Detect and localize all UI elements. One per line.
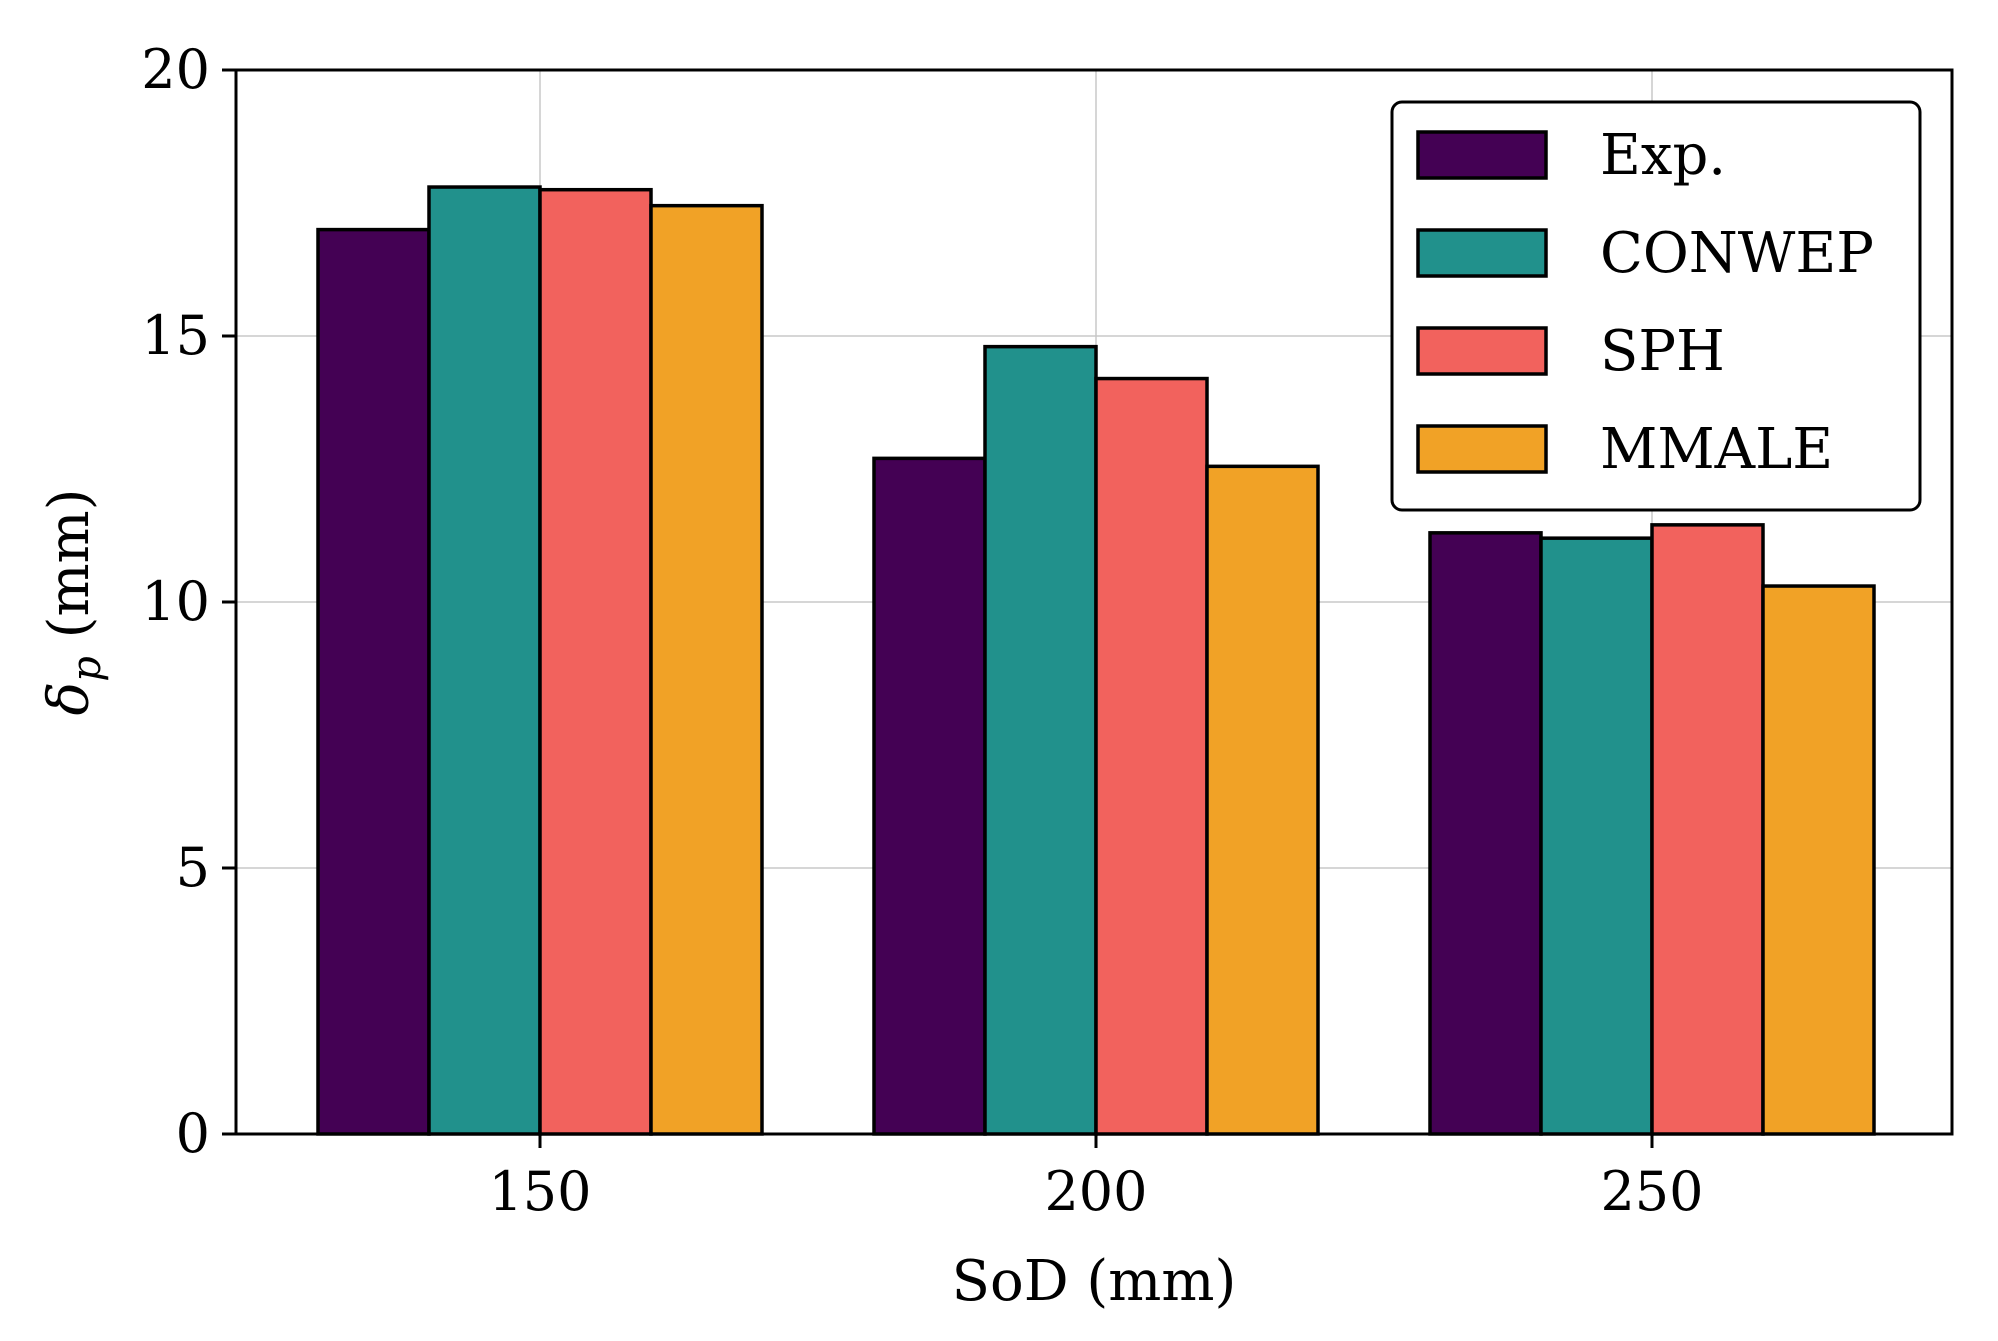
y-axis-label: δp (mm) [37, 488, 110, 715]
y-tick-label: 0 [176, 1102, 210, 1165]
y-tick-label: 20 [141, 38, 210, 101]
legend-swatch-exp [1416, 130, 1548, 180]
legend-label-mmale: MMALE [1600, 417, 1833, 482]
x-axis-label: SoD (mm) [952, 1249, 1237, 1314]
legend-label-exp: Exp. [1600, 123, 1726, 188]
bar-sph-250 [1650, 523, 1765, 1136]
legend-box [1390, 100, 1922, 512]
y-axis-label-subscript: p [64, 656, 110, 682]
ticks: 0 5 10 15 20 150 200 250 [141, 38, 1703, 1223]
legend-label-sph: SPH [1600, 319, 1725, 384]
y-tick-label: 10 [141, 570, 210, 633]
bar-exp-150 [316, 227, 431, 1136]
bar-conwep-200 [983, 344, 1098, 1136]
legend-label-conwep: CONWEP [1600, 221, 1874, 286]
bar-sph-150 [538, 187, 653, 1136]
bar-mmale-250 [1761, 584, 1876, 1136]
bar-conwep-150 [427, 185, 542, 1136]
legend-swatch-sph [1416, 326, 1548, 376]
bar-mmale-150 [649, 203, 764, 1136]
y-axis-label-unit: (mm) [37, 488, 102, 656]
bar-mmale-200 [1205, 464, 1320, 1136]
x-tick-label: 200 [1044, 1160, 1147, 1223]
x-tick-label: 150 [488, 1160, 591, 1223]
bar-exp-200 [872, 456, 987, 1136]
bar-exp-250 [1428, 531, 1543, 1136]
legend-swatch-mmale [1416, 424, 1548, 474]
bars [316, 185, 1876, 1136]
legend-swatch-conwep [1416, 228, 1548, 278]
bar-sph-200 [1094, 376, 1209, 1136]
y-tick-label: 5 [176, 836, 210, 899]
bar-conwep-250 [1539, 536, 1654, 1136]
y-axis-label-symbol: δ [37, 682, 102, 716]
y-tick-label: 15 [141, 304, 210, 367]
x-tick-label: 250 [1600, 1160, 1703, 1223]
legend: Exp. CONWEP SPH MMALE [1390, 100, 1922, 512]
